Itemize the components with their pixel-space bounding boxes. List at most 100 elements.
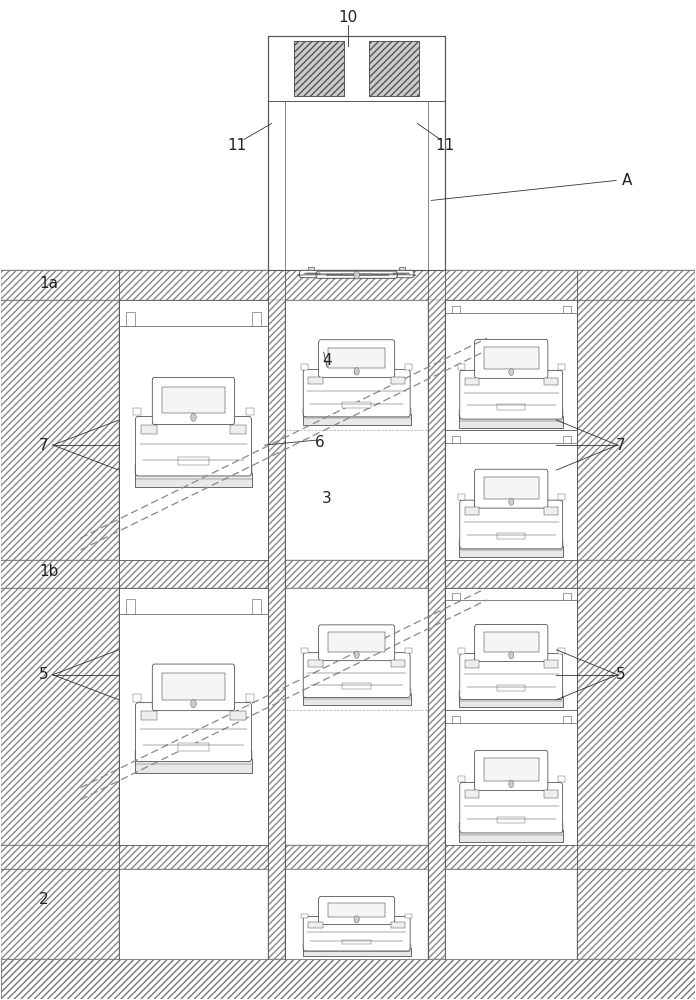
Bar bbox=[445, 430, 577, 560]
Bar bbox=[445, 300, 577, 430]
Bar bbox=[544, 378, 557, 385]
Bar bbox=[459, 697, 563, 707]
Bar bbox=[557, 494, 564, 500]
Bar bbox=[133, 408, 141, 415]
FancyBboxPatch shape bbox=[136, 416, 251, 476]
Bar bbox=[133, 694, 141, 702]
Circle shape bbox=[354, 651, 359, 658]
Bar bbox=[342, 683, 371, 689]
Bar bbox=[370, 41, 419, 96]
Bar bbox=[1, 300, 119, 959]
Bar bbox=[452, 436, 460, 443]
Bar bbox=[556, 823, 563, 830]
Bar bbox=[403, 408, 411, 414]
Bar bbox=[1, 959, 695, 999]
FancyBboxPatch shape bbox=[475, 625, 548, 661]
Text: 7: 7 bbox=[616, 438, 626, 453]
Bar bbox=[328, 632, 386, 652]
Bar bbox=[556, 691, 563, 697]
Bar bbox=[1, 560, 695, 588]
Bar bbox=[452, 716, 460, 723]
Circle shape bbox=[354, 271, 359, 279]
Bar bbox=[252, 312, 261, 326]
Bar bbox=[498, 685, 525, 691]
Bar bbox=[484, 347, 539, 369]
FancyBboxPatch shape bbox=[475, 750, 548, 791]
Bar bbox=[119, 300, 268, 560]
Bar bbox=[498, 817, 525, 823]
Bar bbox=[557, 776, 564, 782]
FancyBboxPatch shape bbox=[475, 469, 548, 508]
Bar bbox=[141, 711, 157, 720]
Bar bbox=[544, 790, 557, 798]
Bar bbox=[459, 823, 466, 830]
FancyBboxPatch shape bbox=[460, 783, 562, 833]
Bar bbox=[268, 300, 285, 959]
Bar bbox=[1, 959, 695, 999]
Bar bbox=[459, 830, 563, 842]
Bar bbox=[135, 465, 143, 473]
Bar bbox=[177, 457, 209, 465]
Text: 1a: 1a bbox=[39, 276, 58, 291]
Bar bbox=[458, 364, 465, 370]
Bar bbox=[445, 588, 577, 710]
FancyBboxPatch shape bbox=[152, 377, 235, 424]
Bar bbox=[484, 477, 539, 499]
FancyBboxPatch shape bbox=[152, 664, 235, 711]
Bar bbox=[162, 387, 225, 413]
Bar bbox=[303, 408, 310, 414]
Text: 6: 6 bbox=[315, 435, 325, 450]
Text: 11: 11 bbox=[436, 138, 455, 153]
Bar bbox=[342, 940, 371, 944]
Bar bbox=[465, 660, 479, 668]
Bar bbox=[141, 425, 157, 434]
FancyBboxPatch shape bbox=[319, 897, 395, 925]
Bar bbox=[303, 948, 411, 956]
Bar bbox=[562, 593, 571, 600]
Bar bbox=[452, 306, 460, 313]
Bar bbox=[244, 465, 252, 473]
FancyBboxPatch shape bbox=[136, 703, 251, 762]
Bar bbox=[246, 694, 254, 702]
Bar bbox=[556, 410, 563, 416]
Bar bbox=[230, 425, 246, 434]
Bar bbox=[498, 533, 525, 539]
Bar bbox=[405, 364, 412, 370]
FancyBboxPatch shape bbox=[319, 625, 395, 661]
Bar bbox=[303, 944, 310, 948]
Bar bbox=[308, 377, 323, 384]
Circle shape bbox=[509, 498, 514, 505]
Text: 10: 10 bbox=[338, 10, 358, 25]
Bar bbox=[452, 593, 460, 600]
FancyBboxPatch shape bbox=[303, 917, 410, 951]
Bar bbox=[459, 691, 466, 697]
Bar bbox=[458, 648, 465, 654]
Text: 7: 7 bbox=[39, 438, 49, 453]
Bar bbox=[303, 689, 310, 694]
Circle shape bbox=[191, 700, 196, 708]
Bar bbox=[405, 648, 412, 653]
Bar bbox=[342, 402, 371, 408]
Bar bbox=[303, 414, 411, 425]
Bar bbox=[294, 41, 344, 96]
Bar bbox=[370, 41, 419, 96]
Text: 5: 5 bbox=[616, 667, 626, 682]
Bar bbox=[328, 903, 386, 917]
Bar bbox=[244, 751, 252, 759]
Bar bbox=[562, 306, 571, 313]
Bar bbox=[1, 845, 695, 869]
Bar bbox=[301, 914, 308, 918]
Bar bbox=[390, 377, 405, 384]
Bar bbox=[465, 378, 479, 385]
Bar bbox=[458, 494, 465, 500]
Bar bbox=[459, 540, 466, 546]
Bar bbox=[562, 436, 571, 443]
Bar bbox=[465, 507, 479, 515]
FancyBboxPatch shape bbox=[460, 370, 562, 419]
Bar bbox=[557, 648, 564, 654]
Bar bbox=[458, 776, 465, 782]
Bar bbox=[246, 408, 254, 415]
Bar bbox=[390, 922, 405, 928]
FancyBboxPatch shape bbox=[303, 653, 410, 697]
Bar bbox=[230, 711, 246, 720]
